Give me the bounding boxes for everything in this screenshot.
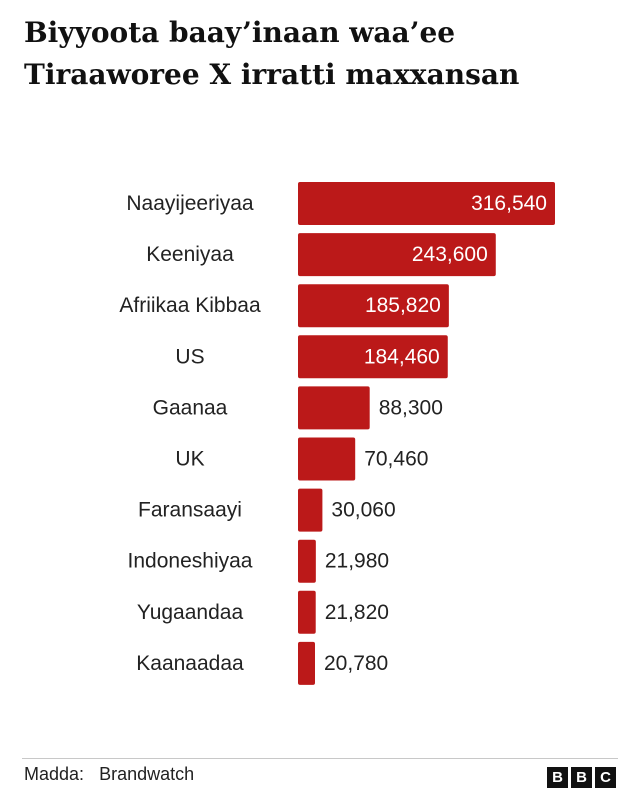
category-label: Indoneshiyaa: [128, 550, 253, 573]
bar-indoneshiyaa: [298, 539, 316, 583]
source-note: Madda: Brandwatch: [24, 764, 194, 785]
bbc-logo-block-3: C: [595, 767, 616, 788]
category-label: Afriikaa Kibbaa: [119, 294, 261, 317]
value-label: 21,820: [325, 601, 389, 624]
value-label: 20,780: [324, 652, 388, 675]
value-label: 316,540: [471, 192, 547, 215]
source-value: Brandwatch: [99, 764, 195, 784]
source-label: Madda:: [24, 764, 85, 784]
value-label: 21,980: [325, 550, 389, 573]
bar-yugaandaa: [298, 590, 316, 634]
bbc-logo-block-2: B: [571, 767, 592, 788]
bar-us: [298, 335, 448, 379]
value-label: 88,300: [379, 396, 443, 419]
bar-naayijeeriyaa: [298, 182, 555, 225]
bar-afriikaa-kibbaa: [298, 284, 449, 328]
category-label: Yugaandaa: [137, 601, 244, 624]
category-label: Gaanaa: [153, 396, 228, 419]
category-label: Keeniyaa: [146, 243, 234, 266]
chart-title-line-2: Tiraaworee X irratti maxxansan: [24, 58, 520, 91]
bbc-logo-block-1: B: [547, 767, 568, 788]
category-label: Kaanaadaa: [136, 652, 244, 675]
category-label: UK: [175, 448, 204, 471]
value-label: 30,060: [331, 499, 395, 522]
value-label: 70,460: [364, 448, 428, 471]
bar-uk: [298, 437, 356, 481]
category-label: US: [175, 345, 204, 368]
bbc-logo: B B C: [547, 767, 616, 788]
chart-title: Biyyoota baay’inaan waa’ee Tiraaworee X …: [24, 12, 624, 96]
value-label: 185,820: [365, 294, 441, 317]
bar-gaanaa: [298, 386, 370, 430]
bar-chart: Naayijeeriyaa 316,540 Keeniyaa 243,600 Afrii…: [119, 182, 555, 685]
value-label: 243,600: [412, 243, 488, 266]
value-label: 184,460: [364, 345, 440, 368]
bar-faransaayi: [298, 488, 323, 532]
category-label: Naayijeeriyaa: [126, 192, 254, 215]
category-label: Faransaayi: [138, 499, 242, 522]
bar-keeniyaa: [298, 233, 496, 277]
footer-divider: [22, 758, 618, 759]
bar-kaanaadaa: [298, 641, 315, 685]
chart-title-line-1: Biyyoota baay’inaan waa’ee: [24, 16, 456, 49]
